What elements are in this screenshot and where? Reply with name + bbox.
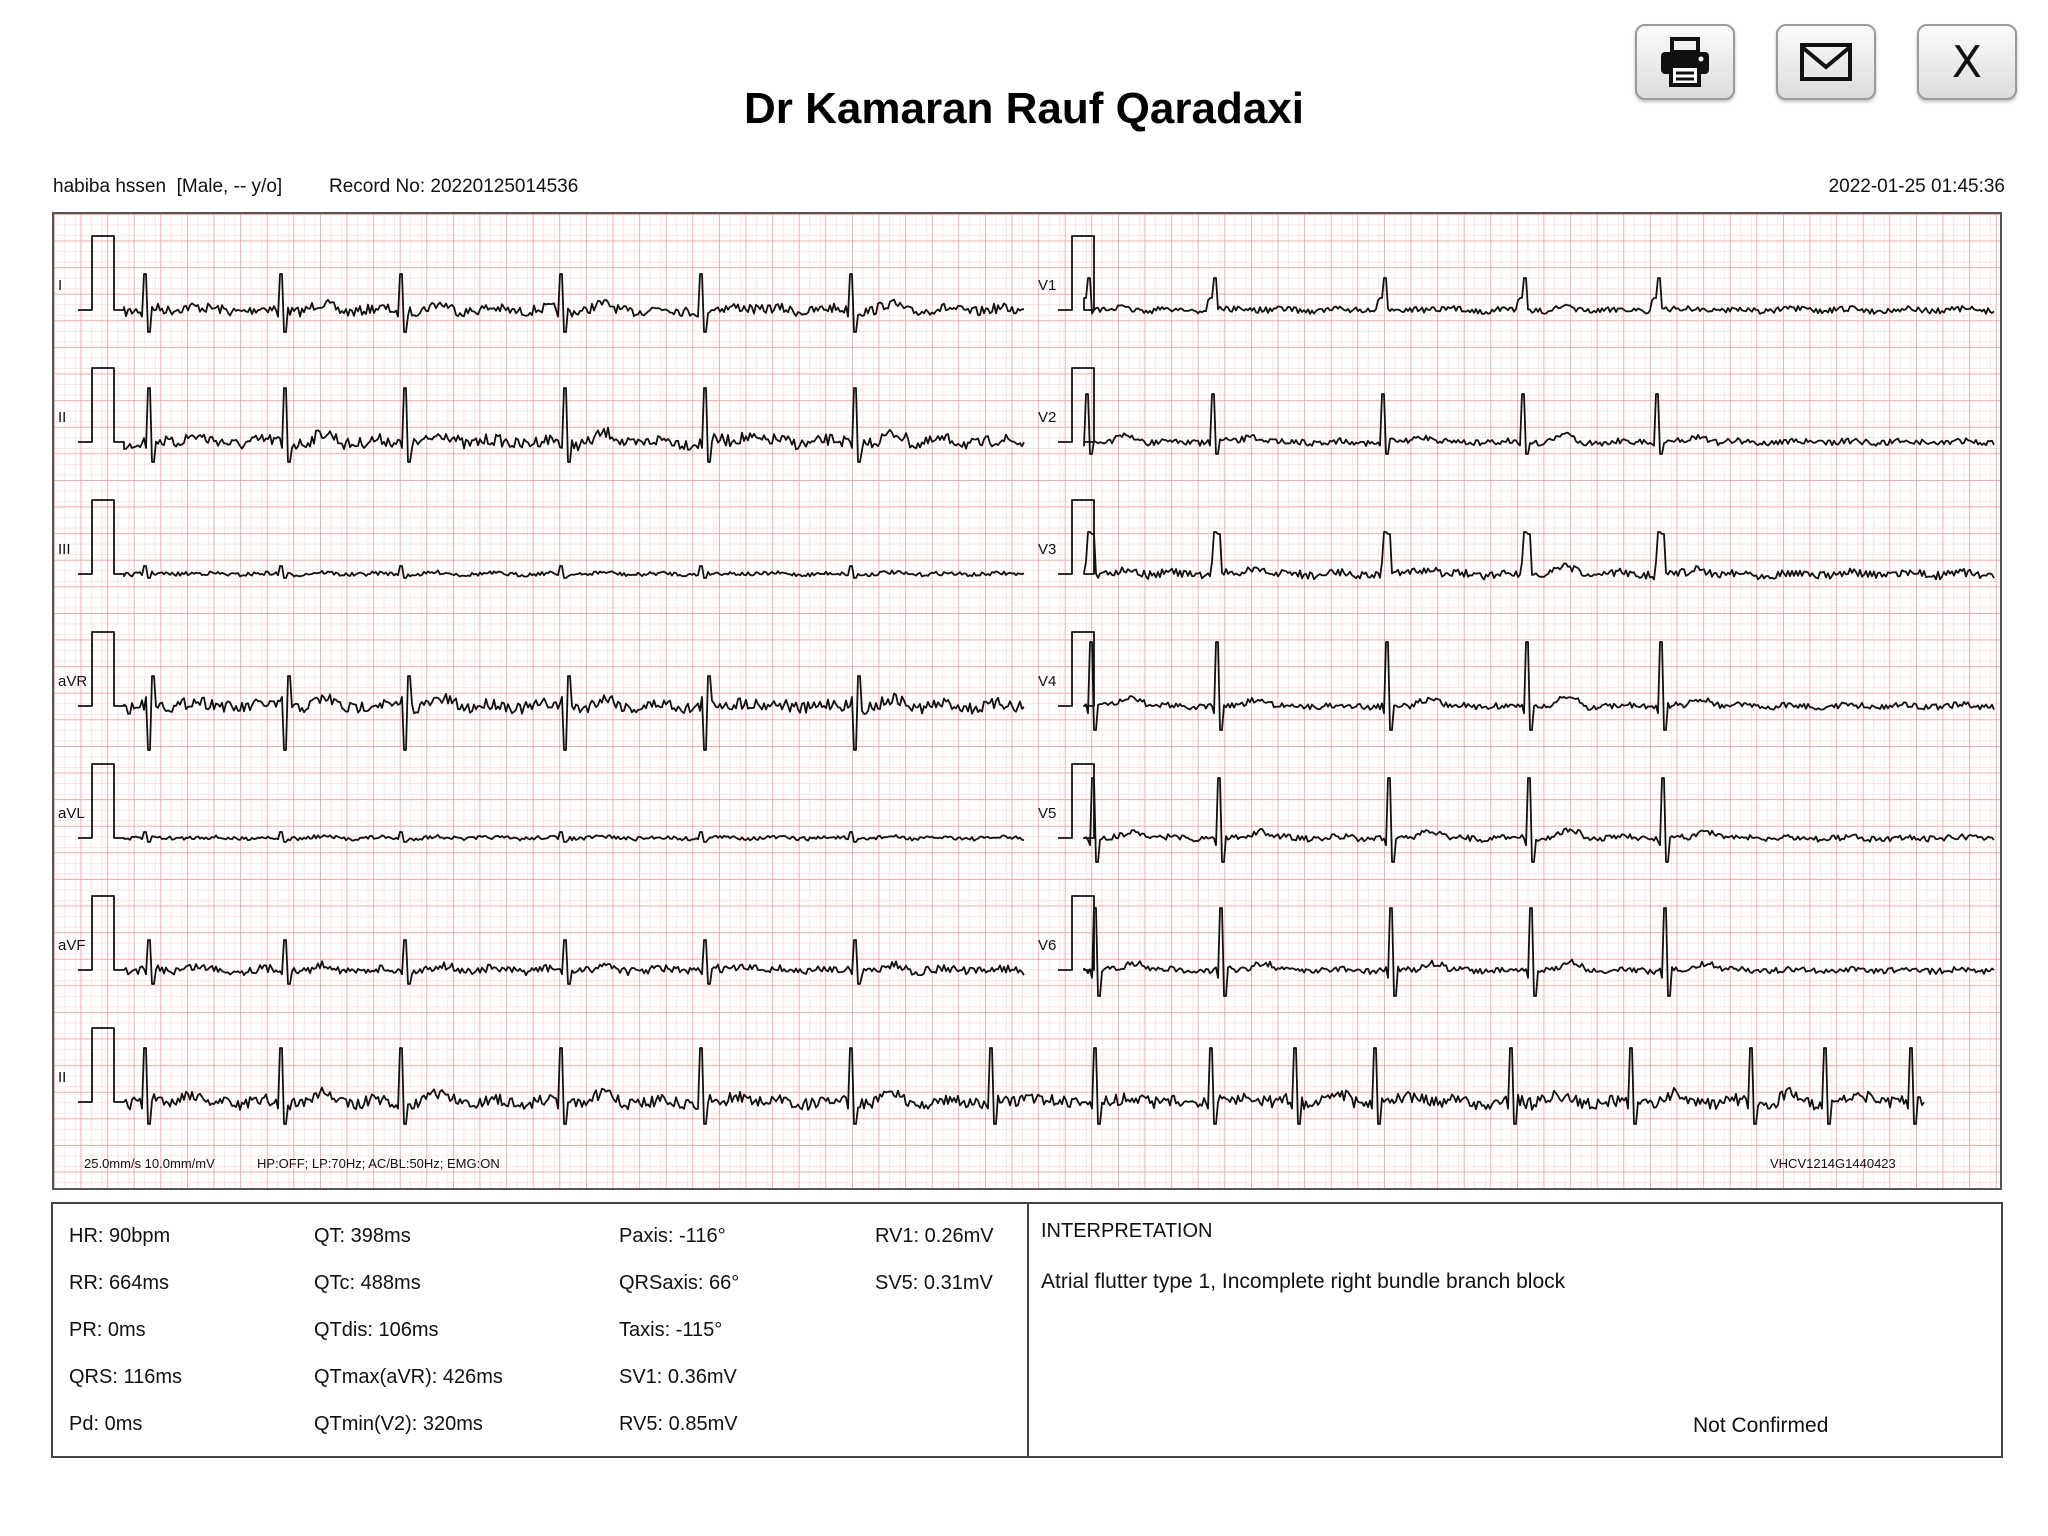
qrsaxis-value: QRSaxis: 66° — [619, 1272, 740, 1294]
ecg-trace-v6 — [1058, 895, 1995, 997]
email-button[interactable] — [1776, 24, 1876, 100]
measurements-panel: HR: 90bpm RR: 664ms PR: 0ms QRS: 116ms P… — [51, 1202, 2003, 1458]
rr-value: RR: 664ms — [69, 1272, 170, 1294]
pr-value: PR: 0ms — [69, 1319, 146, 1341]
qt-value: QT: 398ms — [314, 1225, 411, 1247]
qtmax-value: QTmax(aVR): 426ms — [314, 1366, 503, 1388]
device-id-label: VHCV1214G1440423 — [1770, 1156, 1896, 1171]
ecg-trace-i — [78, 235, 1025, 333]
printer-icon — [1661, 37, 1709, 87]
patient-info: habiba hssen [Male, -- y/o] — [53, 176, 283, 197]
lead-label-v5: V5 — [1038, 805, 1056, 822]
lead-label-i: I — [58, 277, 62, 294]
ecg-trace-rhythm-ii — [78, 1027, 1925, 1125]
lead-label-v1: V1 — [1038, 277, 1056, 294]
ecg-trace-v2 — [1058, 367, 1995, 455]
lead-label-v6: V6 — [1038, 937, 1056, 954]
lead-label-ii: II — [58, 409, 66, 426]
measurements-column-4: RV1: 0.26mV SV5: 0.31mV — [875, 1224, 994, 1318]
paxis-value: Paxis: -116° — [619, 1225, 726, 1247]
ecg-trace-v1 — [1058, 235, 1995, 315]
close-button[interactable]: X — [1917, 24, 2017, 100]
ecg-chart: I II III aVR aVL aVF V1 V2 V3 V4 V5 V6 II 25.0mm/s 1… — [52, 212, 2002, 1190]
ecg-trace-v5 — [1058, 763, 1995, 863]
sv1-value: SV1: 0.36mV — [619, 1366, 737, 1388]
qrs-value: QRS: 116ms — [69, 1366, 182, 1388]
panel-divider — [1027, 1204, 1029, 1456]
record-datetime: 2022-01-25 01:45:36 — [1828, 176, 2005, 197]
ecg-trace-avl — [78, 763, 1025, 843]
filter-settings-label: HP:OFF; LP:70Hz; AC/BL:50Hz; EMG:ON — [257, 1156, 500, 1171]
taxis-value: Taxis: -115° — [619, 1319, 723, 1341]
qtdis-value: QTdis: 106ms — [314, 1319, 439, 1341]
hr-value: HR: 90bpm — [69, 1225, 171, 1247]
ecg-trace-ii — [78, 367, 1025, 463]
interpretation-title: INTERPRETATION — [1041, 1220, 1213, 1242]
lead-label-rhythm: II — [58, 1069, 66, 1086]
pd-value: Pd: 0ms — [69, 1413, 143, 1435]
lead-label-v4: V4 — [1038, 673, 1056, 690]
lead-label-v2: V2 — [1038, 409, 1056, 426]
lead-label-v3: V3 — [1038, 541, 1056, 558]
print-button[interactable] — [1635, 24, 1735, 100]
confirmation-status: Not Confirmed — [1693, 1414, 1829, 1437]
ecg-trace-iii — [78, 499, 1025, 579]
lead-label-avf: aVF — [58, 937, 86, 954]
lead-label-avr: aVR — [58, 673, 87, 690]
record-number: Record No: 20220125014536 — [329, 176, 579, 197]
rv1-value: RV1: 0.26mV — [875, 1225, 994, 1247]
measurements-column-1: HR: 90bpm RR: 664ms PR: 0ms QRS: 116ms P… — [69, 1224, 182, 1459]
lead-label-avl: aVL — [58, 805, 85, 822]
lead-label-iii: III — [58, 541, 71, 558]
qtc-value: QTc: 488ms — [314, 1272, 421, 1294]
mail-icon — [1800, 43, 1852, 81]
measurements-column-2: QT: 398ms QTc: 488ms QTdis: 106ms QTmax(… — [314, 1224, 503, 1459]
interpretation-text: Atrial flutter type 1, Incomplete right … — [1041, 1270, 1566, 1293]
close-icon: X — [1951, 36, 1983, 88]
ecg-trace-v4 — [1058, 631, 1995, 731]
ecg-trace-avr — [78, 631, 1025, 751]
measurements-column-3: Paxis: -116° QRSaxis: 66° Taxis: -115° S… — [619, 1224, 739, 1459]
ecg-trace-avf — [78, 895, 1025, 985]
page-title: Dr Kamaran Rauf Qaradaxi — [744, 84, 1304, 133]
sv5-value: SV5: 0.31mV — [875, 1272, 993, 1294]
speed-gain-label: 25.0mm/s 10.0mm/mV — [84, 1156, 215, 1171]
rv5-value: RV5: 0.85mV — [619, 1413, 738, 1435]
qtmin-value: QTmin(V2): 320ms — [314, 1413, 483, 1435]
ecg-trace-v3 — [1058, 499, 1995, 581]
